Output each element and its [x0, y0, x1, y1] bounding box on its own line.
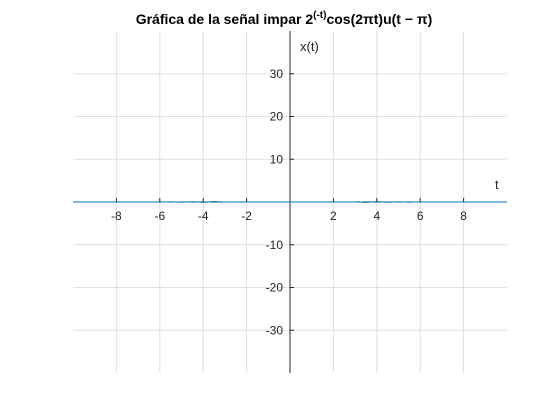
y-tick-label: -20	[266, 281, 284, 295]
x-tick-label: 6	[417, 209, 424, 223]
x-tick-label: -2	[241, 209, 252, 223]
title-rest: cos(2πt)u(t − π)	[326, 11, 432, 27]
ticks	[115, 73, 465, 331]
x-axis-label: t	[495, 177, 499, 192]
series-group	[73, 201, 507, 203]
chart-title: Gráfica de la señal impar 2(-t)cos(2πt)u…	[136, 10, 433, 27]
x-tick-label: 2	[330, 209, 337, 223]
y-tick-label: -10	[266, 238, 284, 252]
y-tick-label: 20	[270, 110, 284, 124]
title-main: Gráfica de la señal impar 2	[136, 11, 314, 27]
series-line	[73, 201, 507, 203]
tick-labels: -8 -6 -4 -2 2 4 6 8 -30 -20 -10 10 20 30	[111, 67, 467, 338]
x-tick-label: -4	[198, 209, 209, 223]
title-superscript: (-t)	[313, 10, 326, 21]
y-tick-label: 10	[270, 152, 284, 166]
x-tick-label: -8	[111, 209, 122, 223]
y-tick-label: 30	[270, 67, 284, 81]
y-axis-label: x(t)	[300, 39, 319, 54]
y-tick-label: -30	[266, 323, 284, 337]
x-tick-label: 4	[373, 209, 380, 223]
x-tick-label: 8	[460, 209, 467, 223]
x-tick-label: -6	[154, 209, 165, 223]
